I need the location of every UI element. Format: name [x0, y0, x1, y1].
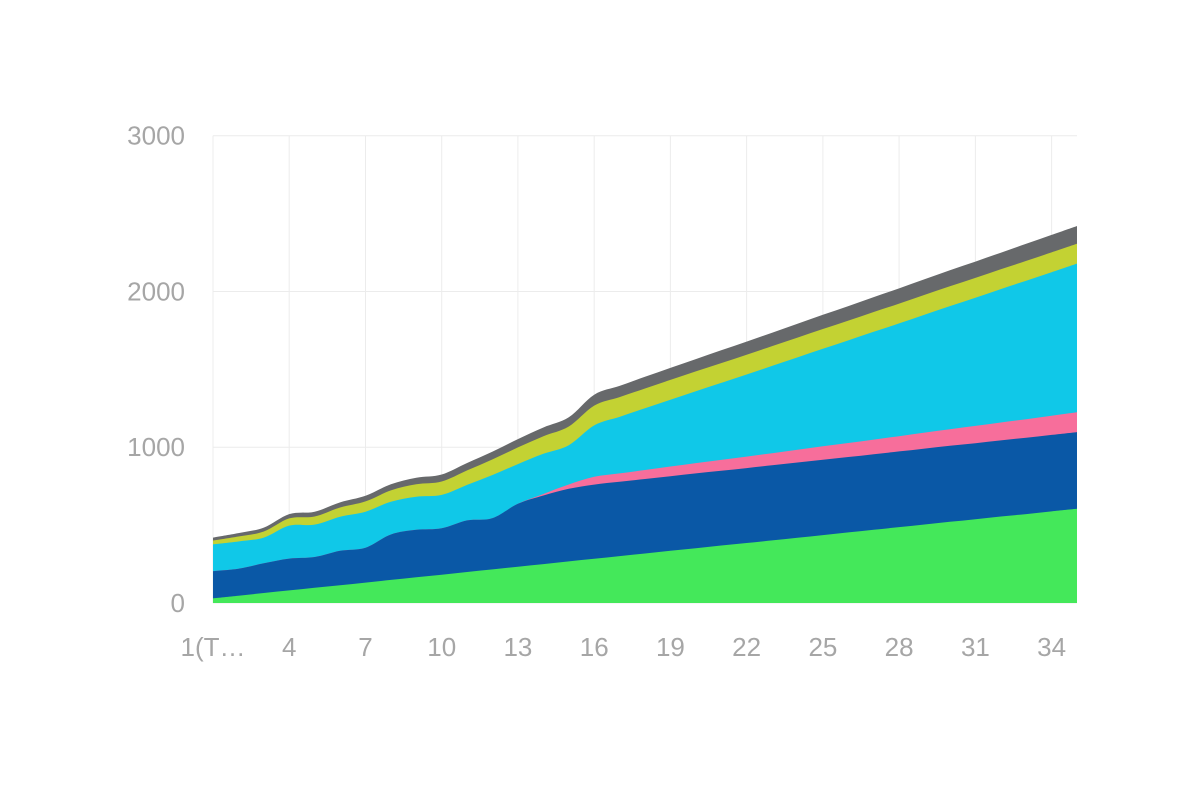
x-tick-label: 28: [885, 632, 914, 662]
x-tick-label: 34: [1037, 632, 1066, 662]
y-tick-label: 2000: [127, 277, 185, 307]
x-tick-label: 1(T…: [181, 632, 246, 662]
x-tick-label: 25: [808, 632, 837, 662]
x-tick-label: 16: [580, 632, 609, 662]
x-tick-label: 4: [282, 632, 296, 662]
x-tick-label: 22: [732, 632, 761, 662]
y-tick-label: 3000: [127, 121, 185, 151]
x-tick-label: 31: [961, 632, 990, 662]
x-tick-label: 10: [427, 632, 456, 662]
x-tick-label: 19: [656, 632, 685, 662]
y-tick-label: 1000: [127, 432, 185, 462]
y-tick-label: 0: [171, 588, 185, 618]
area-series-green[interactable]: [213, 508, 1077, 603]
x-tick-label: 7: [358, 632, 372, 662]
x-tick-label: 13: [503, 632, 532, 662]
